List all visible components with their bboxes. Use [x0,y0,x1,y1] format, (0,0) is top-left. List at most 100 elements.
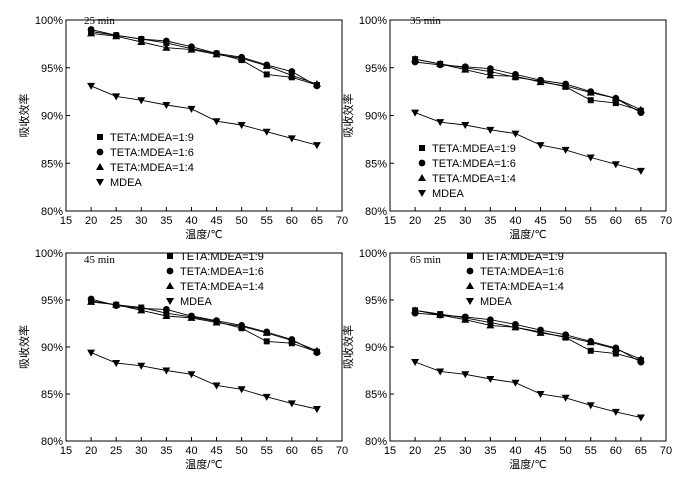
y-tick-label: 80% [41,206,63,218]
data-point [461,122,470,130]
legend-label: MDEA [480,296,512,308]
series-1 [412,56,644,114]
data-point [263,338,270,345]
legend-label: TETA:MDEA=1:6 [480,266,564,278]
x-tick-label: 65 [635,215,647,227]
legend-label: TETA:MDEA=1:4 [432,173,516,185]
y-tick-label: 90% [41,111,63,123]
legend-label: MDEA [110,177,142,189]
data-point [612,100,619,107]
legend-marker [166,298,174,305]
x-tick-label: 20 [409,445,421,457]
legend-label: TETA:MDEA=1:6 [110,147,194,159]
y-axis-label: 吸收效率 [17,325,31,369]
data-point [536,78,545,86]
x-tick-label: 55 [585,445,597,457]
y-tick-label: 100% [35,248,63,260]
data-point [411,55,420,63]
legend-marker [466,267,474,275]
legend-label: TETA:MDEA=1:4 [180,281,264,293]
legend-label: TETA:MDEA=1:6 [432,158,516,170]
data-point [511,323,520,331]
panel-title: 25 min [84,15,115,27]
data-point [87,29,96,37]
x-tick-label: 65 [635,445,647,457]
data-point [112,93,121,101]
x-tick-label: 40 [185,215,197,227]
x-tick-label: 30 [135,215,147,227]
series-line [415,312,642,363]
legend-label: TETA:MDEA=1:4 [110,162,194,174]
legend-label: TETA:MDEA=1:6 [180,266,264,278]
series-4 [87,349,321,414]
x-tick-label: 70 [660,445,672,457]
data-point [636,105,645,113]
data-point [112,359,121,367]
data-point [636,355,645,363]
data-point [262,328,271,336]
data-point [611,161,620,169]
data-point [436,368,445,376]
y-tick-label: 80% [365,436,387,448]
data-point [511,72,520,80]
x-tick-label: 60 [286,215,298,227]
x-tick-label: 50 [236,215,248,227]
x-tick-label: 35 [484,445,496,457]
data-point [162,101,171,109]
data-point [262,128,271,136]
legend-label: TETA:MDEA=1:9 [432,143,516,155]
chart-panel-4: 15 20 25 30 35 40 45 50 55 60 65 70 80% 85% 90% 95% 100%… [341,248,672,471]
legend-marker [419,145,425,151]
data-point [312,346,321,354]
data-point [212,50,221,58]
panel-title: 65 min [410,254,441,266]
data-point [287,400,296,408]
x-tick-label: 25 [110,215,122,227]
x-tick-label: 50 [236,445,248,457]
y-tick-label: 90% [41,342,63,354]
series-4 [411,359,645,422]
legend-marker [96,163,104,170]
y-tick-label: 95% [41,63,63,75]
data-point [262,61,271,69]
data-point [636,414,645,422]
chart-panel-1: 15 20 25 30 35 40 45 50 55 60 65 70 80% 85% 90% 95% 100%… [17,15,348,241]
data-point [187,313,196,321]
x-tick-label: 45 [534,215,546,227]
x-tick-label: 35 [160,215,172,227]
y-tick-label: 80% [365,206,387,218]
series-line [91,31,318,86]
data-point [486,321,495,329]
data-point [237,322,246,330]
series-line [91,301,318,352]
data-point [162,311,171,319]
x-tick-label: 50 [560,215,572,227]
data-point [87,349,96,357]
data-point [561,146,570,154]
panel-title: 35 min [410,15,441,27]
legend-marker [96,148,104,156]
legend-label: MDEA [432,188,464,200]
data-point [212,318,221,326]
data-point [486,126,495,134]
data-point [536,142,545,150]
data-point [586,402,595,410]
data-point [586,154,595,162]
data-point [586,338,595,346]
series-line [415,58,642,111]
legend-marker [166,267,174,275]
data-point [486,316,494,324]
x-tick-label: 30 [135,445,147,457]
y-tick-label: 100% [35,15,63,27]
x-tick-label: 30 [459,215,471,227]
data-point [187,105,196,113]
data-point [237,54,246,62]
y-tick-label: 80% [41,436,63,448]
y-tick-label: 85% [41,389,63,401]
series-3 [411,55,645,113]
x-tick-label: 70 [660,215,672,227]
data-point [461,65,470,73]
x-axis-label: 温度/℃ [185,457,222,471]
data-point [263,71,270,78]
